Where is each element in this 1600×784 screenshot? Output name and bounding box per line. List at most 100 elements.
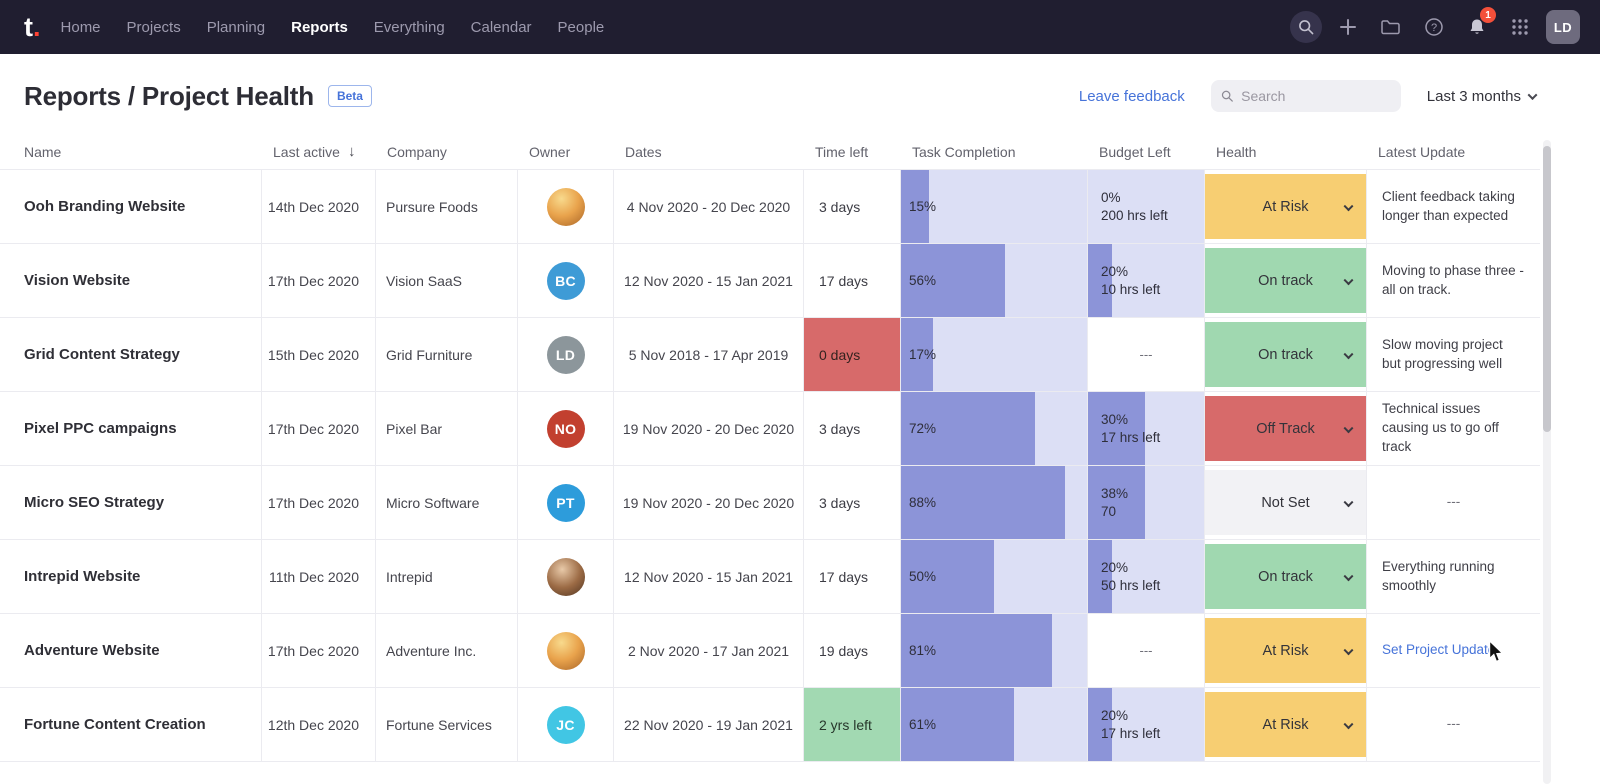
owner-avatar: PT [546, 483, 585, 522]
column-header-budget-left[interactable]: Budget Left [1088, 144, 1205, 160]
time-left-cell: 3 days [804, 170, 901, 243]
project-name-cell[interactable]: Vision Website [0, 244, 262, 317]
health-dropdown-cell[interactable]: At Risk [1205, 688, 1367, 761]
health-dropdown-cell[interactable]: Off Track [1205, 392, 1367, 465]
nav-item-reports[interactable]: Reports [291, 18, 348, 36]
last-active-value: 17th Dec 2020 [267, 494, 359, 511]
nav-item-projects[interactable]: Projects [126, 18, 181, 36]
column-header-health[interactable]: Health [1205, 144, 1367, 160]
project-name-cell[interactable]: Ooh Branding Website [0, 170, 262, 243]
health-status-block[interactable]: At Risk [1205, 692, 1366, 757]
health-status-label: Not Set [1261, 494, 1310, 511]
owner-avatar-photo [546, 557, 585, 596]
table-row: Vision Website 17th Dec 2020 Vision SaaS… [0, 244, 1540, 318]
project-name: Fortune Content Creation [24, 716, 206, 733]
search-icon[interactable] [1290, 11, 1322, 43]
latest-update-cell: Technical issues causing us to go off tr… [1367, 392, 1540, 465]
column-label: Last active [273, 143, 340, 160]
time-left-value: 3 days [819, 494, 861, 511]
column-header-task-completion[interactable]: Task Completion [901, 144, 1088, 160]
help-icon[interactable]: ? [1417, 10, 1451, 44]
chevron-down-icon[interactable] [1343, 348, 1354, 359]
nav-item-people[interactable]: People [557, 18, 605, 36]
apps-grid-icon[interactable] [1503, 10, 1537, 44]
chevron-down-icon[interactable] [1343, 274, 1354, 285]
latest-update-cell: --- [1367, 466, 1540, 539]
budget-percent: 30% [1101, 412, 1129, 427]
task-completion-cell: 81% [901, 614, 1088, 687]
health-dropdown-cell[interactable]: On track [1205, 318, 1367, 391]
completion-bar-fill [901, 244, 1006, 317]
set-project-update-link[interactable]: Set Project Update [1382, 642, 1496, 658]
last-active-cell: 17th Dec 2020 [262, 466, 376, 539]
health-dropdown-cell[interactable]: At Risk [1205, 170, 1367, 243]
chevron-down-icon[interactable] [1343, 200, 1354, 211]
health-status-block[interactable]: On track [1205, 248, 1366, 313]
last-active-cell: 11th Dec 2020 [262, 540, 376, 613]
project-name-cell[interactable]: Micro SEO Strategy [0, 466, 262, 539]
project-name-cell[interactable]: Fortune Content Creation [0, 688, 262, 761]
health-dropdown-cell[interactable]: On track [1205, 540, 1367, 613]
budget-hours: 70 [1101, 504, 1117, 519]
health-status-block[interactable]: On track [1205, 322, 1366, 387]
search-input[interactable] [1241, 88, 1391, 104]
sort-desc-icon[interactable]: ↓ [347, 143, 356, 160]
completion-percent: 50% [909, 569, 937, 584]
column-header-time-left[interactable]: Time left [804, 144, 901, 160]
scrollbar-track[interactable] [1543, 140, 1551, 784]
dates-cell: 19 Nov 2020 - 20 Dec 2020 [614, 392, 804, 465]
chevron-down-icon[interactable] [1343, 644, 1354, 655]
health-status-block[interactable]: On track [1205, 544, 1366, 609]
date-range-dropdown[interactable]: Last 3 months [1426, 87, 1538, 105]
column-label: Name [24, 143, 62, 160]
last-active-value: 17th Dec 2020 [267, 642, 359, 659]
health-status-block[interactable]: Not Set [1205, 470, 1366, 535]
column-header-dates[interactable]: Dates [614, 144, 804, 160]
time-left-cell: 3 days [804, 392, 901, 465]
table-search[interactable] [1210, 80, 1401, 112]
user-avatar[interactable]: LD [1546, 10, 1580, 44]
dates-value: 12 Nov 2020 - 15 Jan 2021 [624, 272, 793, 289]
last-active-value: 15th Dec 2020 [267, 346, 359, 363]
column-header-latest-update[interactable]: Latest Update [1367, 144, 1540, 160]
scrollbar-thumb[interactable] [1543, 146, 1551, 432]
owner-cell: BC [518, 244, 614, 317]
chevron-down-icon[interactable] [1343, 570, 1354, 581]
project-name-cell[interactable]: Adventure Website [0, 614, 262, 687]
project-name-cell[interactable]: Pixel PPC campaigns [0, 392, 262, 465]
leave-feedback-link[interactable]: Leave feedback [1078, 87, 1185, 105]
health-status-block[interactable]: At Risk [1205, 618, 1366, 683]
owner-cell: NO [518, 392, 614, 465]
health-dropdown-cell[interactable]: Not Set [1205, 466, 1367, 539]
project-name: Intrepid Website [24, 568, 141, 585]
health-dropdown-cell[interactable]: At Risk [1205, 614, 1367, 687]
budget-hours: 10 hrs left [1101, 282, 1161, 297]
nav-item-home[interactable]: Home [60, 18, 101, 36]
owner-avatar: BC [546, 261, 585, 300]
app-logo[interactable]: t. [24, 11, 41, 42]
projects-folder-icon[interactable] [1374, 10, 1408, 44]
budget-bar-fill [1088, 688, 1113, 761]
chevron-down-icon[interactable] [1343, 718, 1354, 729]
health-status-block[interactable]: At Risk [1205, 174, 1366, 239]
health-dropdown-cell[interactable]: On track [1205, 244, 1367, 317]
date-range-label: Last 3 months [1426, 87, 1521, 105]
column-header-company[interactable]: Company [376, 144, 518, 160]
column-header-last-active[interactable]: Last active ↓ [262, 143, 376, 160]
time-left-cell: 17 days [804, 244, 901, 317]
quick-add-icon[interactable] [1331, 10, 1365, 44]
last-active-cell: 17th Dec 2020 [262, 392, 376, 465]
chevron-down-icon[interactable] [1343, 422, 1354, 433]
project-name-cell[interactable]: Intrepid Website [0, 540, 262, 613]
chevron-down-icon[interactable] [1343, 496, 1354, 507]
column-label: Company [387, 143, 447, 160]
nav-item-everything[interactable]: Everything [373, 18, 445, 36]
project-name-cell[interactable]: Grid Content Strategy [0, 318, 262, 391]
nav-item-calendar[interactable]: Calendar [470, 18, 532, 36]
health-status-block[interactable]: Off Track [1205, 396, 1366, 461]
budget-empty-value: --- [1139, 643, 1153, 658]
column-header-owner[interactable]: Owner [518, 144, 614, 160]
column-header-name[interactable]: Name [0, 144, 262, 160]
nav-item-planning[interactable]: Planning [206, 18, 266, 36]
notifications-bell-icon[interactable]: 1 [1460, 7, 1496, 44]
